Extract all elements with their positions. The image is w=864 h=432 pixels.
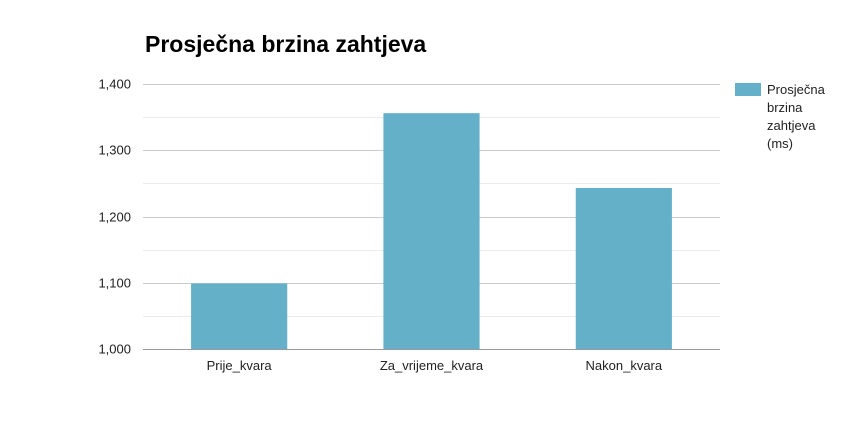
legend: Prosječna brzina zahtjeva (ms) xyxy=(735,81,837,153)
x-tick-label: Prije_kvara xyxy=(207,358,273,373)
x-tick-label: Za_vrijeme_kvara xyxy=(380,358,484,373)
legend-swatch xyxy=(735,83,761,96)
bar xyxy=(383,113,480,350)
y-tick-label: 1,300 xyxy=(98,143,131,158)
bar xyxy=(191,283,288,349)
y-tick-label: 1,000 xyxy=(98,342,131,357)
y-tick-label: 1,100 xyxy=(98,276,131,291)
y-tick-label: 1,400 xyxy=(98,77,131,92)
y-tick-label: 1,200 xyxy=(98,210,131,225)
bar xyxy=(575,188,672,349)
x-tick-label: Nakon_kvara xyxy=(586,358,663,373)
legend-label: Prosječna brzina zahtjeva (ms) xyxy=(767,82,825,151)
chart-title: Prosječna brzina zahtjeva xyxy=(145,31,427,57)
